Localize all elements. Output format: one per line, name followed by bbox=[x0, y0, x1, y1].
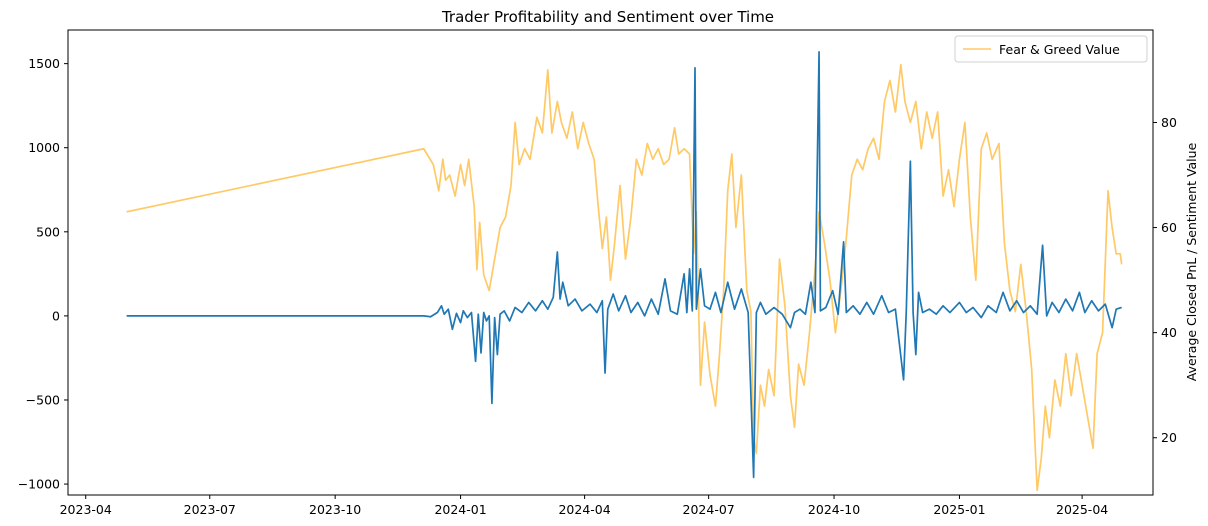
legend-box bbox=[954, 35, 1148, 63]
series-line-fear-greed bbox=[126, 63, 1123, 492]
legend: Fear & Greed Value bbox=[954, 35, 1148, 63]
plot-frame bbox=[67, 29, 1154, 496]
x-tick-label: 2023-04 bbox=[60, 502, 112, 517]
x-tick-label: 2024-10 bbox=[808, 502, 860, 517]
y-right-tick-label: 20 bbox=[1161, 430, 1177, 445]
x-tick-label: 2024-04 bbox=[558, 502, 610, 517]
x-axis: 2023-04 2023-07 2023-10 2024-01 2024-04 2024-… bbox=[60, 495, 1108, 517]
y-left-tick-label: −500 bbox=[26, 392, 60, 407]
y-right-tick-label: 40 bbox=[1161, 325, 1177, 340]
x-tick-label: 2024-01 bbox=[434, 502, 486, 517]
series-layer bbox=[126, 51, 1123, 492]
y-right-tick-label: 80 bbox=[1161, 115, 1177, 130]
y-left-tick-label: 0 bbox=[52, 308, 60, 323]
y-left-tick-label: −1000 bbox=[18, 477, 60, 492]
x-tick-label: 2025-04 bbox=[1056, 502, 1108, 517]
left-y-axis: −1000 −500 0 500 1000 1500 bbox=[18, 56, 68, 492]
x-tick-label: 2025-01 bbox=[933, 502, 985, 517]
y-left-tick-label: 1000 bbox=[28, 140, 60, 155]
x-tick-label: 2023-10 bbox=[309, 502, 361, 517]
right-y-axis: 20 40 60 80 bbox=[1153, 115, 1177, 445]
y-left-tick-label: 1500 bbox=[28, 56, 60, 71]
y-axis-label-right: Average Closed PnL / Sentiment Value bbox=[1184, 142, 1199, 381]
chart-title: Trader Profitability and Sentiment over … bbox=[441, 8, 774, 26]
legend-label-fear-greed: Fear & Greed Value bbox=[999, 42, 1120, 57]
x-tick-label: 2023-07 bbox=[184, 502, 236, 517]
y-left-tick-label: 500 bbox=[36, 224, 60, 239]
series-line-avg-closed-pnl bbox=[126, 51, 1122, 479]
y-right-tick-label: 60 bbox=[1161, 220, 1177, 235]
x-tick-label: 2024-07 bbox=[683, 502, 735, 517]
